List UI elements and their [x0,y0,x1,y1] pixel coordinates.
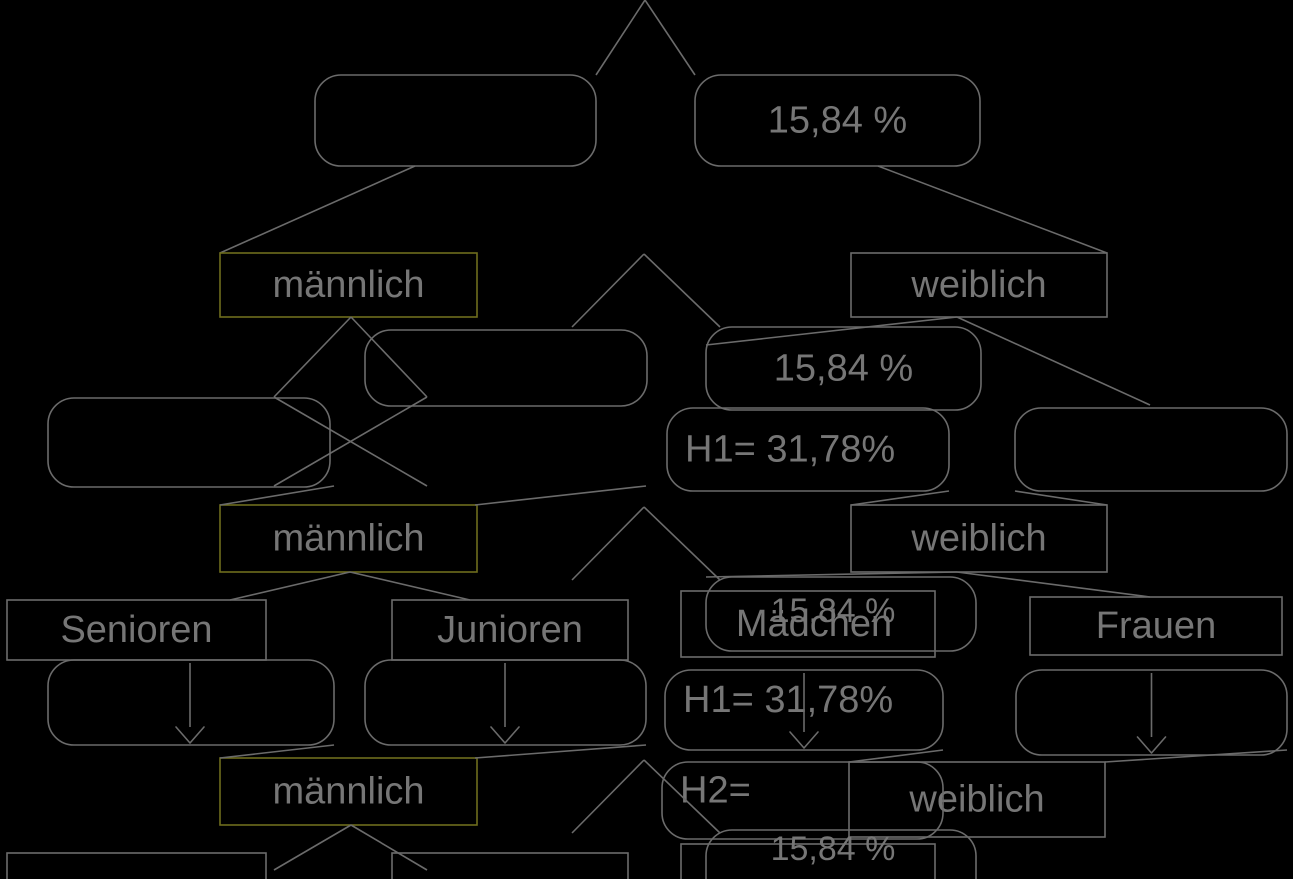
svg-text:15,84 %: 15,84 % [774,348,913,390]
svg-text:männlich: männlich [272,264,424,306]
svg-text:H1= 31,78%: H1= 31,78% [685,429,895,471]
svg-text:männlich: männlich [272,518,424,560]
svg-text:15,84 %: 15,84 % [771,592,896,630]
svg-text:weiblich: weiblich [910,264,1046,306]
svg-text:Senioren: Senioren [60,609,212,651]
svg-text:weiblich: weiblich [908,779,1044,821]
svg-text:15,84 %: 15,84 % [771,830,896,868]
svg-text:weiblich: weiblich [910,518,1046,560]
svg-text:H1= 31,78%: H1= 31,78% [683,679,893,721]
svg-text:männlich: männlich [272,771,424,813]
svg-text:Junioren: Junioren [437,609,583,651]
svg-text:Frauen: Frauen [1096,605,1216,647]
svg-text:15,84 %: 15,84 % [768,100,907,142]
